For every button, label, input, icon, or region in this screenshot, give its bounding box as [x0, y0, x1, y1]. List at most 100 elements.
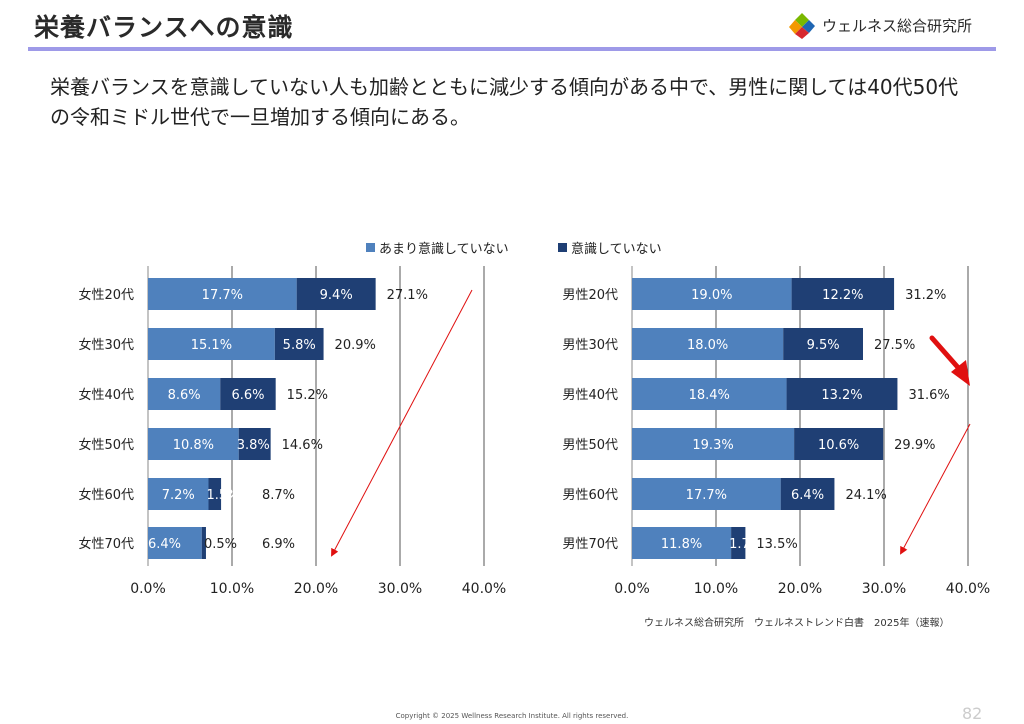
male-bar-series2: [786, 378, 898, 410]
female-total-label: 27.1%: [387, 288, 428, 303]
lead-text: 栄養バランスを意識していない人も加齢とともに減少する傾向がある中で、男性に関して…: [50, 75, 959, 129]
female-data-label-series1: 17.7%: [202, 288, 243, 303]
female-x-tick-label: 10.0%: [210, 581, 254, 597]
male-category-label: 男性50代: [562, 438, 618, 453]
male-x-tick-label: 30.0%: [862, 581, 906, 597]
page-number: 82: [962, 704, 983, 723]
male-total-label: 27.5%: [874, 338, 915, 353]
female-data-label-series2: 6.6%: [231, 388, 264, 403]
female-bar-series1: [148, 428, 239, 460]
female-total-label: 15.2%: [287, 388, 328, 403]
female-bar-series1: [148, 278, 297, 310]
female-total-label: 6.9%: [262, 537, 295, 552]
male-bar-series1: [632, 478, 781, 510]
male-data-label-series1: 17.7%: [686, 488, 727, 503]
male-category-label: 男性70代: [562, 537, 618, 552]
female-data-label-series1: 15.1%: [191, 338, 232, 353]
female-bar-series2: [201, 527, 206, 559]
legend-swatch-series1: [366, 243, 375, 252]
male-data-label-series1: 18.0%: [687, 338, 728, 353]
female-bar-series2: [238, 428, 271, 460]
female-bar-series1: [148, 378, 221, 410]
male-category-label: 男性20代: [562, 288, 618, 303]
male-x-tick-label: 10.0%: [694, 581, 738, 597]
male-total-label: 29.9%: [894, 438, 935, 453]
male-x-tick-label: 40.0%: [946, 581, 990, 597]
male-bar-series2: [780, 478, 835, 510]
male-bar-series2: [794, 428, 884, 460]
male-data-label-series1: 18.4%: [689, 388, 730, 403]
male-data-label-series1: 11.8%: [661, 537, 702, 552]
male-x-tick-label: 0.0%: [614, 581, 650, 597]
female-data-label-series1: 8.6%: [168, 388, 201, 403]
female-bar-series1: [148, 478, 209, 510]
female-data-label-series1: 7.2%: [162, 488, 195, 503]
male-bar-series2: [783, 328, 863, 360]
female-x-tick-label: 30.0%: [378, 581, 422, 597]
female-data-label-series2: 5.8%: [283, 338, 316, 353]
female-category-label: 女性20代: [78, 287, 134, 303]
female-data-label-series1: 6.4%: [148, 537, 181, 552]
male-bar-series1: [632, 278, 792, 310]
source-note: ウェルネス総合研究所 ウェルネストレンド白書 2025年（速報）: [644, 618, 950, 629]
male-data-label-series2: 13.2%: [821, 388, 862, 403]
female-category-label: 女性70代: [78, 536, 134, 552]
company-logo: ウェルネス総合研究所: [788, 12, 988, 42]
female-category-label: 女性50代: [78, 437, 134, 453]
male-bar-series1: [632, 328, 784, 360]
female-data-label-series2: 0.5%: [204, 537, 237, 552]
male-data-label-series2: 6.4%: [791, 488, 824, 503]
male-bar-series1: [632, 378, 787, 410]
female-bar-series2: [274, 328, 324, 360]
legend-swatch-series2: [558, 243, 567, 252]
highlight-arrow-shaft: [929, 335, 965, 375]
male-data-label-series2: 9.5%: [807, 338, 840, 353]
male-data-label-series2: 12.2%: [822, 288, 863, 303]
male-data-label-series1: 19.3%: [692, 438, 733, 453]
male-x-tick-label: 20.0%: [778, 581, 822, 597]
female-trend-arrow: [331, 289, 473, 557]
female-bar-series2: [208, 478, 222, 510]
female-bar-series1: [148, 328, 275, 360]
male-total-label: 31.6%: [908, 388, 949, 403]
male-data-label-series2: 10.6%: [818, 438, 859, 453]
male-total-label: 24.1%: [845, 488, 886, 503]
highlight-arrow-head: [951, 360, 970, 386]
female-x-tick-label: 0.0%: [130, 581, 166, 597]
female-bar-series2: [220, 378, 276, 410]
legend-item-series1: あまり意識していない: [366, 238, 509, 257]
female-category-label: 女性30代: [78, 337, 134, 353]
female-bar-series1: [148, 527, 202, 559]
male-bar-series1: [632, 428, 795, 460]
male-bar-series2: [791, 278, 895, 310]
male-category-label: 男性30代: [562, 338, 618, 353]
female-total-label: 20.9%: [335, 338, 376, 353]
male-category-label: 男性60代: [562, 488, 618, 503]
male-trend-arrow: [900, 423, 971, 555]
copyright: Copyright © 2025 Wellness Research Insti…: [395, 712, 629, 720]
female-category-label: 女性40代: [78, 387, 134, 403]
female-data-label-series2: 3.8%: [237, 438, 270, 453]
legend-label-series1: あまり意識していない: [379, 242, 509, 257]
female-x-tick-label: 20.0%: [294, 581, 338, 597]
female-bar-series2: [296, 278, 376, 310]
male-total-label: 13.5%: [756, 537, 797, 552]
male-total-label: 31.2%: [905, 288, 946, 303]
female-total-label: 14.6%: [282, 438, 323, 453]
legend-item-series2: 意識していない: [558, 238, 662, 257]
female-data-label-series2: 9.4%: [320, 288, 353, 303]
female-category-label: 女性60代: [78, 487, 134, 503]
male-bar-series1: [632, 527, 732, 559]
female-x-tick-label: 40.0%: [462, 581, 506, 597]
page-title: 栄養バランスへの意識: [34, 13, 294, 42]
male-data-label-series1: 19.0%: [691, 288, 732, 303]
legend-label-series2: 意識していない: [571, 242, 662, 257]
female-data-label-series1: 10.8%: [173, 438, 214, 453]
header-divider: [28, 47, 996, 51]
male-category-label: 男性40代: [562, 388, 618, 403]
female-data-label-series2: 1.5%: [206, 488, 239, 503]
female-total-label: 8.7%: [262, 488, 295, 503]
male-data-label-series2: 1.7%: [729, 537, 762, 552]
logo-mark-icon: [789, 13, 815, 39]
